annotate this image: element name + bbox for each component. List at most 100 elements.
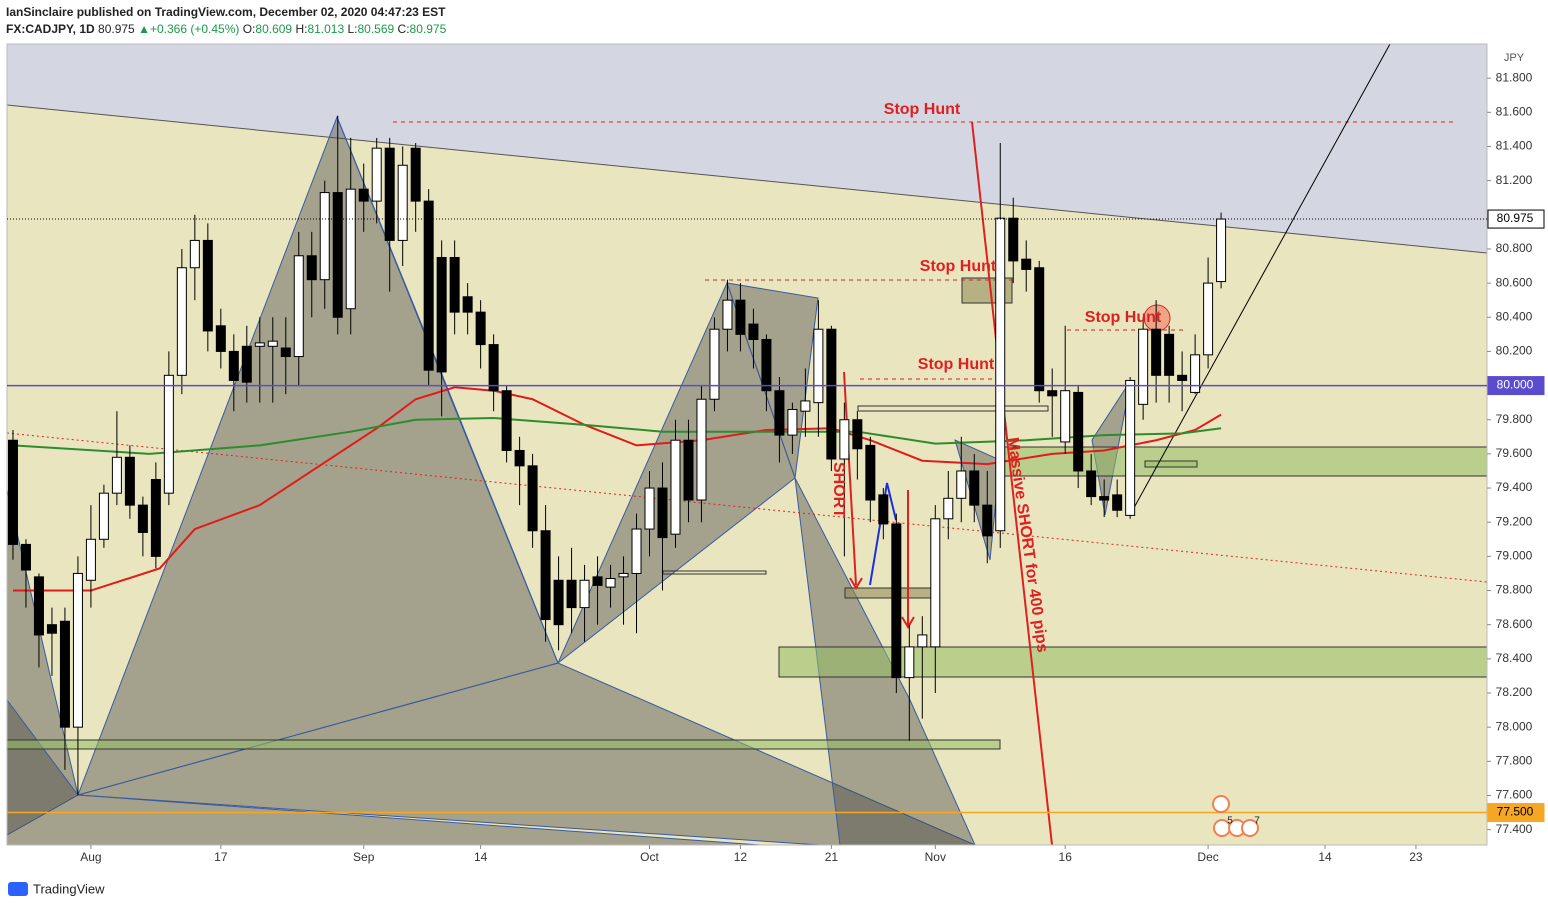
candle-body — [449, 256, 460, 313]
y-tick-label: 78.600 — [1496, 617, 1533, 631]
candle-body — [670, 439, 681, 535]
candle-body — [319, 192, 330, 281]
event-icon — [1212, 795, 1230, 813]
candle-body — [1138, 328, 1149, 405]
x-tick-label: 12 — [734, 850, 748, 864]
zone — [1144, 460, 1198, 468]
x-tick-label: Sep — [353, 850, 375, 864]
arrow-head — [849, 577, 863, 590]
annotation: SHORT — [830, 462, 847, 518]
o-label: O: — [242, 22, 256, 36]
price-label-bg — [1487, 803, 1545, 823]
logo: TradingView — [8, 881, 105, 896]
c-value: 80.975 — [409, 22, 447, 36]
x-tick-label: Aug — [80, 850, 101, 864]
candle-body — [410, 147, 421, 202]
candle-body — [202, 239, 213, 332]
arrow — [843, 371, 857, 586]
candle-body — [865, 444, 876, 501]
brand: TradingView — [33, 881, 105, 896]
change: +0.366 (+0.45%) — [149, 22, 240, 36]
candle-body — [1151, 328, 1162, 376]
candle-body — [1021, 258, 1032, 270]
candle-body — [475, 311, 486, 346]
candle-body — [371, 147, 382, 202]
zone — [662, 570, 767, 575]
candle-body — [618, 572, 629, 578]
zone — [778, 646, 1488, 678]
candle-body — [748, 323, 759, 340]
candle-body — [59, 620, 70, 728]
candle-body — [995, 217, 1006, 532]
candle-body — [657, 487, 668, 539]
y-tick-label: 81.400 — [1496, 139, 1533, 153]
x-tick-label: 21 — [825, 850, 839, 864]
candle-body — [1008, 217, 1019, 262]
candle-body — [436, 256, 447, 373]
y-tick-label: 77.600 — [1496, 788, 1533, 802]
candle-body — [644, 487, 655, 530]
candle-body — [384, 147, 395, 241]
candle-body — [540, 530, 551, 621]
candle-body — [1112, 494, 1123, 511]
candle-body — [150, 479, 161, 557]
header: IanSinclaire published on TradingView.co… — [6, 4, 446, 38]
currency: JPY — [1504, 52, 1525, 64]
candle-body — [930, 518, 941, 648]
candle-body — [332, 192, 343, 318]
x-tick-label: 16 — [1059, 850, 1073, 864]
x-tick-label: 14 — [474, 850, 488, 864]
price-label: 77.500 — [1497, 805, 1534, 819]
x-tick-label: 17 — [214, 850, 228, 864]
y-tick-label: 79.200 — [1496, 514, 1533, 528]
candle-body — [1060, 390, 1071, 443]
plot-border — [6, 43, 1488, 846]
candle-body — [1216, 218, 1227, 283]
candle-body — [280, 347, 291, 358]
candle-body — [46, 624, 57, 634]
candle-body — [904, 646, 915, 679]
price-label-bg — [1487, 376, 1545, 396]
candle-body — [293, 255, 304, 358]
candle-body — [956, 470, 967, 499]
y-tick-label: 80.600 — [1496, 275, 1533, 289]
candle-body — [488, 344, 499, 392]
candle-body — [176, 267, 187, 376]
event-count: 7 — [1254, 816, 1260, 827]
candle-body — [774, 390, 785, 436]
candle-body — [1099, 496, 1110, 501]
candle-body — [852, 419, 863, 450]
last: 80.975 — [98, 22, 135, 36]
y-tick-label: 80.800 — [1496, 241, 1533, 255]
price-label: 80.975 — [1497, 211, 1534, 225]
y-tick-label: 78.000 — [1496, 719, 1533, 733]
candle-body — [527, 465, 538, 532]
o-value: 80.609 — [255, 22, 293, 36]
candle-body — [553, 579, 564, 626]
candle-body — [514, 449, 525, 467]
candle-body — [566, 579, 577, 609]
candle-body — [839, 419, 850, 460]
candle-body — [787, 408, 798, 436]
candle-body — [137, 504, 148, 533]
candle-body — [722, 299, 733, 330]
candle-body — [943, 497, 954, 520]
candle-body — [826, 328, 837, 460]
candle-body — [306, 255, 317, 281]
symbol: FX:CADJPY, 1D — [6, 22, 95, 36]
annotation: Stop Hunt — [918, 356, 995, 373]
zone — [857, 405, 1049, 412]
publisher: IanSinclaire published on TradingView.co… — [6, 4, 446, 21]
candle-body — [891, 523, 902, 679]
c-label: C: — [397, 22, 410, 36]
candle-body — [1203, 282, 1214, 356]
price-label: 80.000 — [1497, 378, 1534, 392]
event-icon — [1241, 819, 1259, 837]
candle-body — [813, 328, 824, 404]
candle-body — [215, 325, 226, 352]
annotation: Stop Hunt — [884, 101, 961, 118]
candle-body — [85, 538, 96, 581]
candle-body — [423, 200, 434, 371]
candle-body — [1190, 354, 1201, 393]
